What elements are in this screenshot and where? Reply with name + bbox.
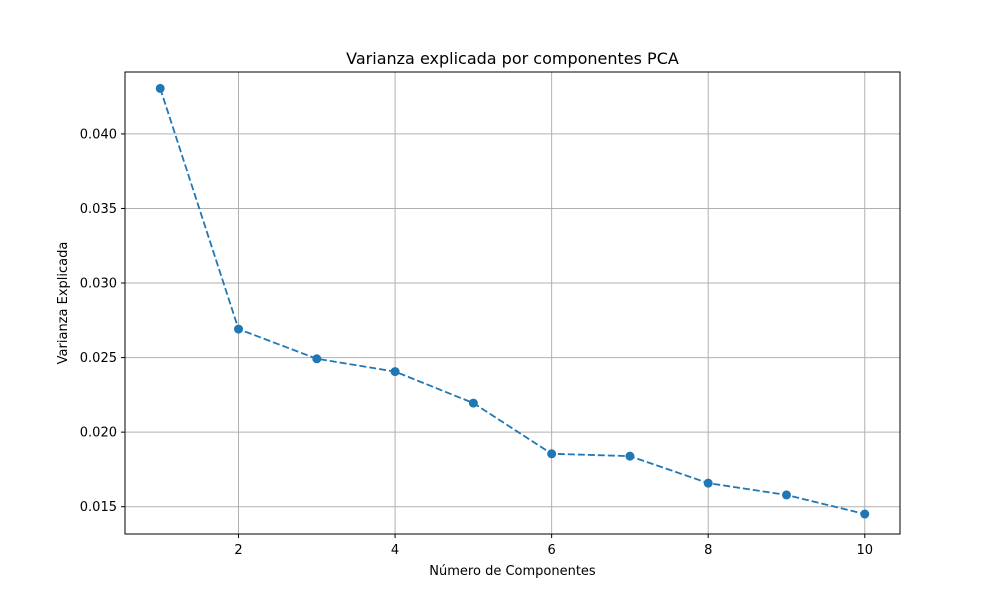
x-axis-ticks: 2 4 6 8 10 <box>234 534 873 558</box>
series-line <box>159 88 865 515</box>
data-point <box>155 83 165 93</box>
y-axis-ticks: 0.015 0.020 0.025 0.030 0.035 0.040 <box>80 127 125 515</box>
x-tick-label: 2 <box>234 543 242 558</box>
plot-area-background <box>125 72 900 534</box>
data-point <box>390 367 400 377</box>
y-tick-label: 0.030 <box>80 277 117 292</box>
y-tick-label: 0.020 <box>80 426 117 441</box>
y-tick-label: 0.040 <box>80 127 117 142</box>
y-tick-label: 0.025 <box>80 351 117 366</box>
data-point <box>860 509 870 519</box>
plot-frame <box>124 71 901 535</box>
grid-lines <box>125 72 900 534</box>
data-point <box>234 324 244 334</box>
x-tick-label: 8 <box>704 543 712 558</box>
x-tick-label: 4 <box>391 543 399 558</box>
y-tick-label: 0.035 <box>80 202 117 217</box>
data-point <box>625 451 635 461</box>
data-point <box>312 354 322 364</box>
chart-title: Varianza explicada por componentes PCA <box>346 49 679 68</box>
data-point <box>547 449 557 459</box>
y-tick-label: 0.015 <box>80 500 117 515</box>
data-point <box>703 478 713 488</box>
data-point <box>468 398 478 408</box>
x-axis-label: Número de Componentes <box>429 564 596 579</box>
x-tick-label: 6 <box>548 543 556 558</box>
x-tick-label: 10 <box>856 543 873 558</box>
series-layer <box>155 83 870 519</box>
data-point <box>781 490 791 500</box>
y-axis-label: Varianza Explicada <box>56 242 71 365</box>
